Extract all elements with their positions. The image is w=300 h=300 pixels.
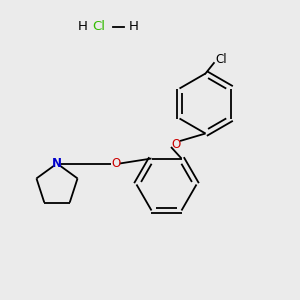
Text: N: N — [52, 157, 62, 170]
Text: O: O — [171, 137, 180, 151]
Text: Cl: Cl — [92, 20, 106, 34]
Text: H: H — [78, 20, 87, 34]
Text: Cl: Cl — [215, 52, 227, 66]
Text: H: H — [129, 20, 138, 34]
Text: O: O — [111, 157, 120, 170]
